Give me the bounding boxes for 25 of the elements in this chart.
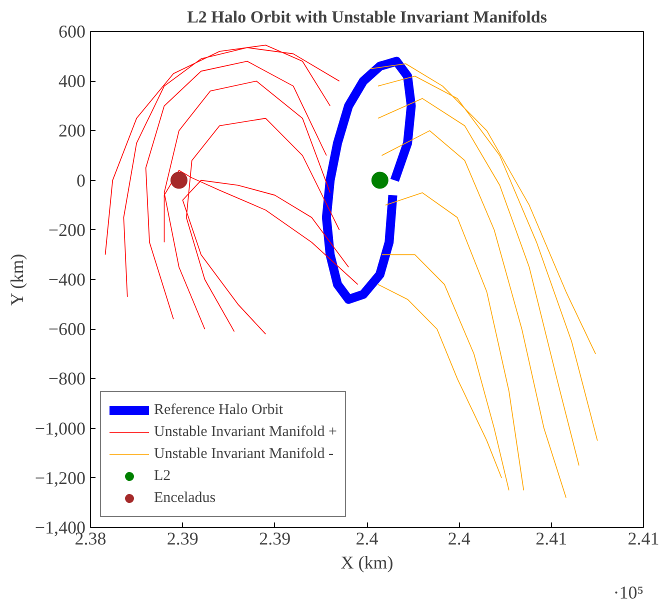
y-tick-label: 0 bbox=[76, 170, 86, 190]
y-axis-title: Y (km) bbox=[6, 254, 27, 306]
legend-label: Unstable Invariant Manifold - bbox=[154, 446, 334, 462]
x-tick-label: 2.4 bbox=[448, 528, 470, 548]
text: ·10⁵ bbox=[613, 582, 644, 602]
legend-label: Unstable Invariant Manifold + bbox=[154, 424, 337, 440]
y-tick-label: −1,000 bbox=[34, 418, 86, 438]
y-tick-label: −800 bbox=[48, 368, 86, 389]
chart-title: L2 Halo Orbit with Unstable Invariant Manifolds bbox=[187, 8, 548, 26]
x-tick-label: 2.41 bbox=[536, 528, 568, 548]
legend-label: L2 bbox=[154, 468, 172, 484]
x-tick-label: 2.39 bbox=[259, 528, 291, 548]
x-tick-label: 2.41 bbox=[628, 528, 660, 548]
y-tick-label: 200 bbox=[58, 120, 86, 141]
x-tick-label: 2.4 bbox=[356, 528, 378, 548]
x-tick-label: 2.39 bbox=[166, 528, 198, 548]
legend-label: Reference Halo Orbit bbox=[154, 402, 284, 418]
y-tick-label: −400 bbox=[48, 270, 86, 290]
y-tick-label: −1,200 bbox=[34, 468, 86, 488]
x-axis-title: X (km) bbox=[340, 552, 394, 572]
legend-label: Enceladus bbox=[154, 490, 216, 506]
y-tick-label: 600 bbox=[58, 22, 86, 42]
y-tick-label: −600 bbox=[48, 319, 86, 340]
y-tick-label: −200 bbox=[48, 220, 86, 240]
y-tick-label: 400 bbox=[58, 71, 86, 92]
